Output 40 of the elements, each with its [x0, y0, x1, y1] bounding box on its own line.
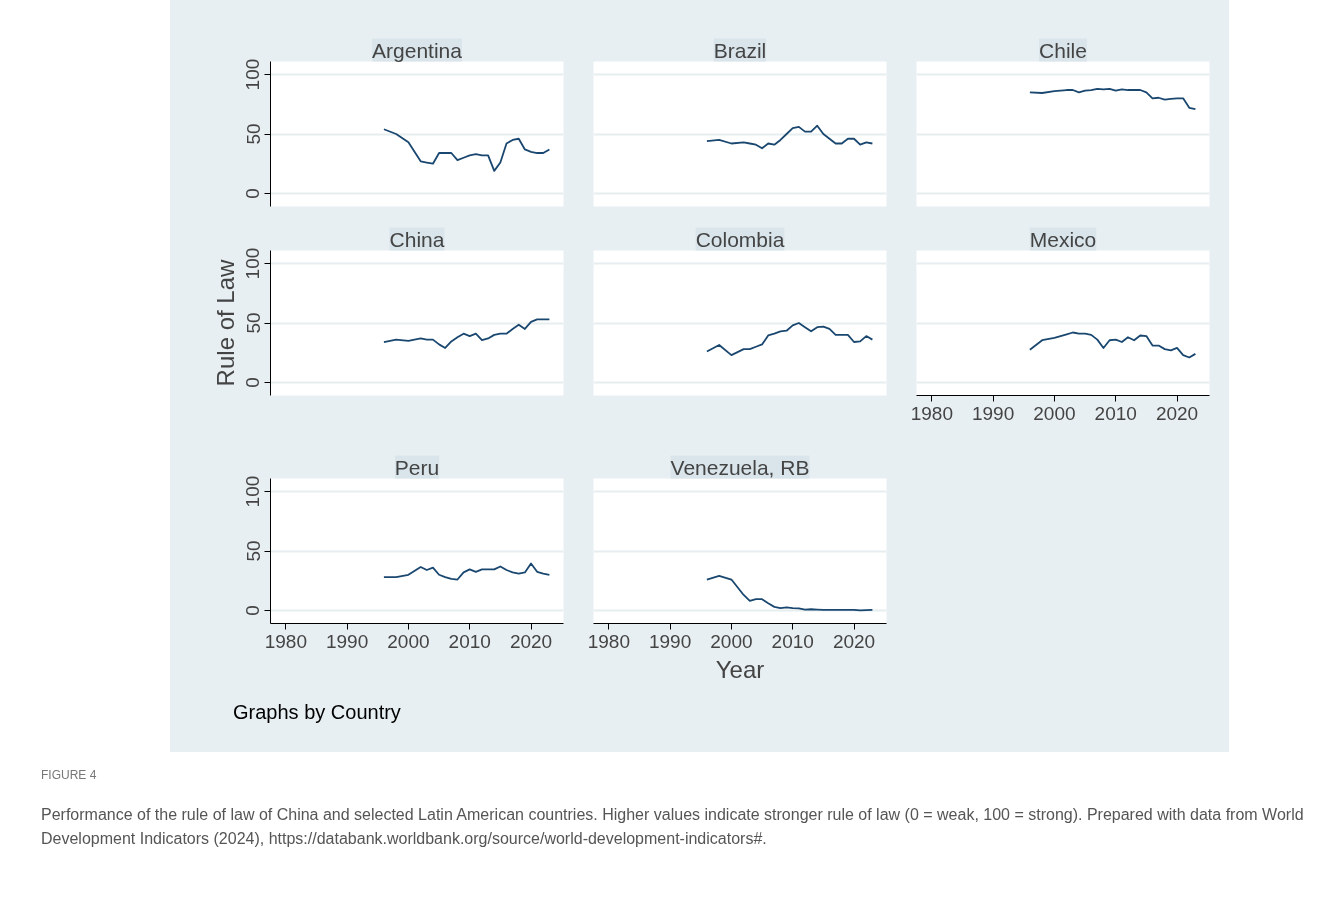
x-tick-label: 2000: [710, 630, 753, 652]
chart-title: Brazil: [713, 38, 767, 62]
x-tick-label: 1980: [587, 630, 630, 652]
x-tick-label: 1990: [325, 630, 369, 652]
y-tick-label: 100: [242, 247, 264, 280]
y-tick-label: 0: [242, 605, 264, 616]
y-tick-label: 50: [242, 312, 264, 334]
x-tick-label: 2020: [1155, 402, 1199, 424]
x-tick-label: 2010: [448, 630, 491, 652]
text: Graphs by Country: [233, 700, 401, 725]
x-tick-label: 1980: [264, 630, 307, 652]
x-tick-label: 1990: [971, 402, 1015, 424]
x-tick-label: 2020: [832, 630, 876, 652]
y-tick-label: 100: [242, 475, 264, 508]
y-tick-label: 50: [242, 123, 264, 145]
caption: FIGURE 4: [41, 766, 97, 784]
x-tick-label: 1980: [910, 402, 953, 424]
text: Performance of the rule of law of China and selected Latin American countries. Higher values indicate stronger rule of law (0 = weak, 100 = strong). Prepared with data from World Development Indicators (2024), https://databank.worldbank.org/source/world-development-indicators#.: [41, 804, 1305, 849]
x-tick-label: 2000: [1033, 402, 1076, 424]
chart-title: Mexico: [1029, 227, 1097, 251]
y-tick-label: 0: [242, 377, 264, 388]
x-tick-label: 2010: [771, 630, 814, 652]
chart-title: Peru: [394, 455, 440, 479]
y-axis-title: Rule of Law: [211, 258, 239, 387]
chart-title: Colombia: [695, 227, 785, 251]
chart-title: China: [389, 227, 445, 251]
y-tick-label: 0: [242, 188, 264, 199]
chart-title: Venezuela, RB: [670, 455, 810, 479]
y-tick-label: 50: [242, 540, 264, 562]
x-tick-label: 2000: [387, 630, 430, 652]
x-axis-title: Year: [715, 655, 765, 683]
line-series: [383, 318, 551, 349]
chart-title: Chile: [1039, 38, 1087, 62]
line-series: [383, 128, 551, 172]
y-tick-label: 100: [242, 58, 264, 91]
x-tick-label: 2010: [1094, 402, 1137, 424]
line-series: [383, 562, 551, 581]
x-tick-label: 2020: [509, 630, 553, 652]
x-tick-label: 1990: [648, 630, 692, 652]
chart-title: Argentina: [372, 38, 463, 62]
